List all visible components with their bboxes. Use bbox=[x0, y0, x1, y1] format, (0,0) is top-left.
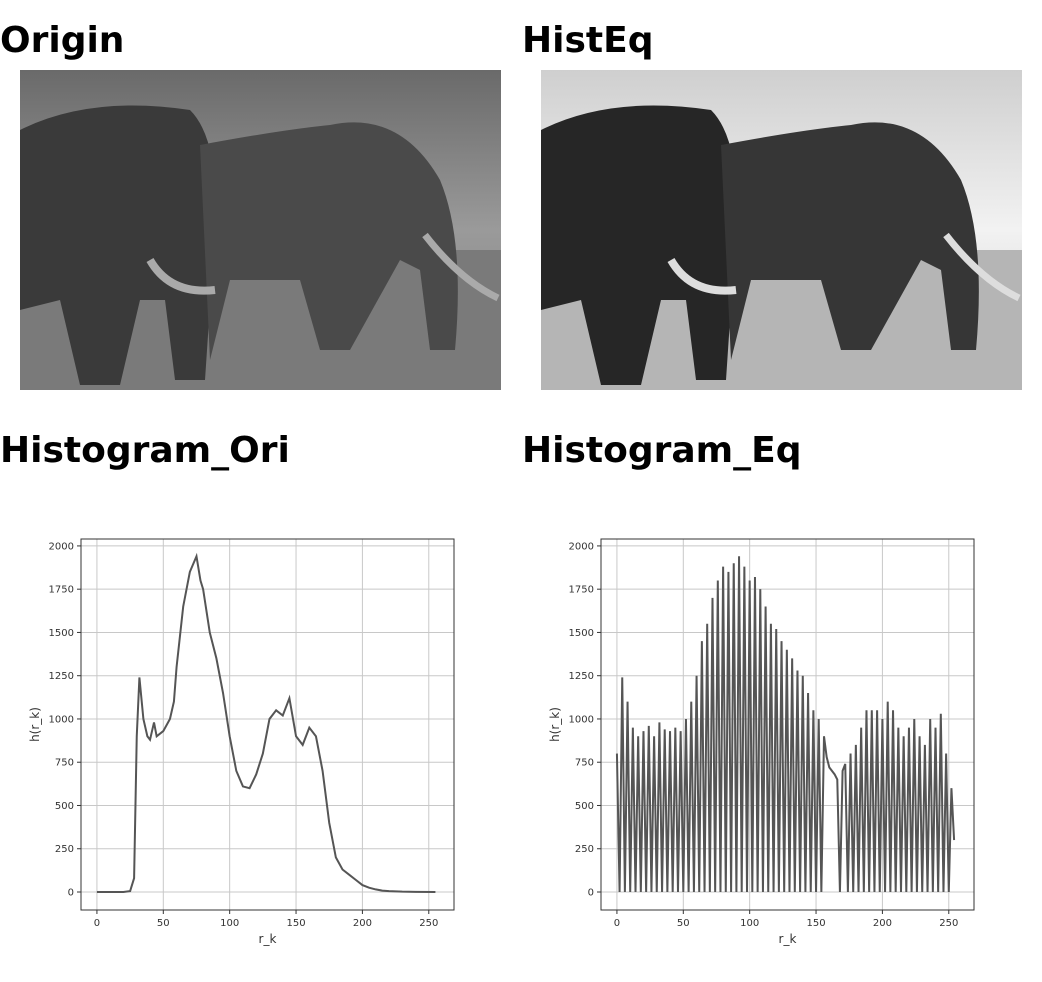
y-tick-label: 750 bbox=[575, 758, 594, 769]
y-tick-label: 1000 bbox=[49, 714, 74, 725]
y-tick-label: 2000 bbox=[49, 541, 74, 552]
plot-frame bbox=[80, 538, 455, 911]
y-tick-label: 2000 bbox=[569, 541, 594, 552]
y-tick-label: 250 bbox=[55, 844, 74, 855]
line bbox=[615, 556, 956, 893]
x-tick-label: 250 bbox=[419, 918, 438, 929]
photo-origin bbox=[20, 70, 501, 390]
y-tick-label: 0 bbox=[68, 888, 74, 899]
x-tick-label: 200 bbox=[873, 918, 892, 929]
y-tick-label: 1500 bbox=[569, 628, 594, 639]
chart-title: Histogram_Ori bbox=[0, 430, 290, 471]
x-tick-label: 200 bbox=[353, 918, 372, 929]
x-tick-label: 50 bbox=[157, 918, 170, 929]
x-axis-label: r_k bbox=[259, 932, 277, 946]
chart-title: Histogram_Eq bbox=[522, 430, 802, 471]
y-tick-label: 1750 bbox=[569, 585, 594, 596]
image-title: HistEq bbox=[522, 20, 653, 61]
x-tick-label: 100 bbox=[740, 918, 759, 929]
y-tick-label: 0 bbox=[588, 888, 594, 899]
plot-frame bbox=[600, 538, 975, 911]
y-tick-label: 1250 bbox=[49, 671, 74, 682]
image-title: Origin bbox=[0, 20, 124, 61]
y-tick-label: 1250 bbox=[569, 671, 594, 682]
x-tick-label: 0 bbox=[94, 918, 100, 929]
x-tick-label: 150 bbox=[806, 918, 825, 929]
photo-histeq bbox=[541, 70, 1022, 390]
y-tick-label: 250 bbox=[575, 844, 594, 855]
y-tick-label: 500 bbox=[575, 801, 594, 812]
x-tick-label: 150 bbox=[286, 918, 305, 929]
x-tick-label: 0 bbox=[614, 918, 620, 929]
y-axis-label: h(r_k) bbox=[548, 707, 562, 742]
y-tick-label: 1500 bbox=[49, 628, 74, 639]
y-tick-label: 1750 bbox=[49, 585, 74, 596]
x-tick-label: 250 bbox=[939, 918, 958, 929]
x-tick-label: 50 bbox=[677, 918, 690, 929]
y-tick-label: 750 bbox=[55, 758, 74, 769]
y-tick-label: 500 bbox=[55, 801, 74, 812]
x-tick-label: 100 bbox=[220, 918, 239, 929]
y-axis-label: h(r_k) bbox=[28, 707, 42, 742]
x-axis-label: r_k bbox=[779, 932, 797, 946]
y-tick-label: 1000 bbox=[569, 714, 594, 725]
line bbox=[96, 552, 436, 893]
